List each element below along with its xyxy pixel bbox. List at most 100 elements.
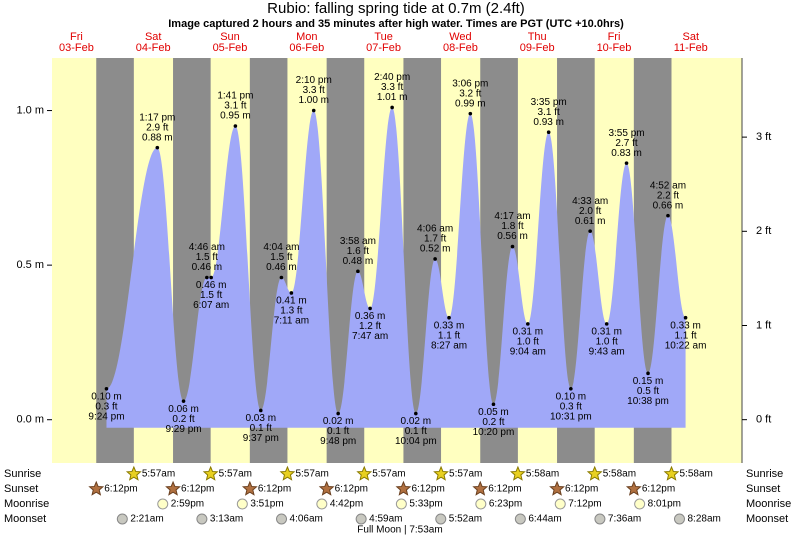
sunrise-icon bbox=[586, 465, 603, 481]
day-name: Sat bbox=[145, 31, 162, 43]
extreme-label: 2.0 ft bbox=[579, 206, 601, 217]
extreme-label: 0.93 m bbox=[533, 117, 564, 128]
event-time: 2:59pm bbox=[171, 499, 204, 510]
extreme-label: 3:55 pm bbox=[608, 128, 644, 139]
extreme-label: 9:24 pm bbox=[88, 411, 124, 422]
extreme-point bbox=[624, 161, 629, 165]
moonrise-icon bbox=[634, 498, 646, 510]
sunset-icon bbox=[625, 480, 642, 496]
day-date: 11-Feb bbox=[674, 42, 708, 54]
extreme-point bbox=[569, 387, 573, 391]
tide-layer bbox=[106, 107, 686, 428]
moonrise-icon bbox=[475, 498, 487, 510]
extreme-point bbox=[233, 124, 238, 128]
extreme-label: 1.5 ft bbox=[200, 290, 222, 301]
extreme-label: 0.02 m bbox=[323, 416, 354, 427]
extreme-label: 0.56 m bbox=[497, 231, 528, 242]
moonrise-icon bbox=[395, 498, 407, 510]
chart-title: Rubio: falling spring tide at 0.7m (2.4f… bbox=[267, 0, 525, 17]
extreme-label: 3.3 ft bbox=[303, 85, 325, 96]
day-name: Mon bbox=[296, 31, 317, 43]
extreme-label: 4:04 am bbox=[263, 242, 299, 253]
y-tick-label: 1.0 m bbox=[16, 104, 44, 116]
event-time: 6:44am bbox=[528, 514, 561, 525]
extreme-label: 0.31 m bbox=[513, 327, 544, 338]
sunrise-icon bbox=[279, 465, 296, 481]
day-name: Sun bbox=[220, 31, 240, 43]
extreme-point bbox=[356, 269, 360, 274]
extreme-label: 0.05 m bbox=[478, 407, 509, 418]
extreme-point bbox=[433, 257, 437, 261]
sunrise-icon bbox=[663, 465, 680, 481]
extreme-point bbox=[604, 322, 609, 326]
extreme-label: 2.7 ft bbox=[615, 138, 637, 149]
moonset-icon bbox=[276, 513, 288, 525]
day-name: Sat bbox=[683, 31, 700, 43]
event-time: 3:51pm bbox=[250, 499, 283, 510]
row-label: Sunrise bbox=[4, 468, 41, 480]
extreme-label: 3:58 am bbox=[340, 236, 376, 247]
extreme-label: 0.48 m bbox=[343, 256, 374, 267]
day-date: 06-Feb bbox=[289, 42, 324, 54]
extreme-label: 3.2 ft bbox=[459, 88, 481, 99]
extreme-label: 0.66 m bbox=[653, 200, 684, 211]
extreme-label: 0.36 m bbox=[355, 311, 386, 322]
extreme-label: 0.3 ft bbox=[560, 401, 582, 412]
moonset-icon bbox=[196, 513, 208, 525]
sunset-icon bbox=[472, 480, 489, 496]
extreme-label: 4:06 am bbox=[417, 224, 453, 235]
extreme-point bbox=[546, 130, 551, 134]
y-tick-label: 0.5 m bbox=[16, 259, 44, 271]
extreme-label: 0.3 ft bbox=[95, 401, 117, 412]
row-label: Sunset bbox=[746, 483, 780, 495]
row-label: Moonset bbox=[4, 513, 46, 525]
day-name: Fri bbox=[608, 31, 621, 43]
day-name: Wed bbox=[449, 31, 471, 43]
extreme-label: 0.61 m bbox=[575, 216, 606, 227]
extreme-label: 9:43 am bbox=[589, 347, 625, 358]
extreme-label: 9:48 pm bbox=[320, 436, 356, 447]
day-date: 03-Feb bbox=[59, 42, 94, 54]
extreme-label: 0.2 ft bbox=[172, 414, 194, 425]
extreme-point bbox=[205, 275, 209, 280]
extreme-point bbox=[279, 275, 284, 280]
extreme-point bbox=[209, 275, 213, 280]
day-date: 07-Feb bbox=[366, 42, 401, 54]
event-time: 5:58am bbox=[603, 469, 636, 480]
sunrise-icon bbox=[202, 465, 219, 481]
event-time: 5:58am bbox=[526, 469, 559, 480]
extreme-label: 9:29 pm bbox=[165, 424, 201, 435]
extreme-label: 2.9 ft bbox=[146, 122, 168, 133]
extreme-label: 0.52 m bbox=[420, 244, 451, 255]
extreme-point bbox=[683, 315, 688, 320]
extreme-label: 1:41 pm bbox=[217, 91, 253, 102]
y2-tick-label: 3 ft bbox=[756, 131, 771, 143]
event-time: 6:23pm bbox=[489, 499, 522, 510]
event-time: 4:59am bbox=[369, 514, 402, 525]
extreme-point bbox=[368, 306, 372, 311]
moonrise-icon bbox=[554, 498, 566, 510]
extreme-label: 1.6 ft bbox=[347, 246, 369, 257]
extreme-label: 1.01 m bbox=[377, 92, 408, 103]
sunset-icon bbox=[395, 480, 412, 496]
extreme-label: 7:47 am bbox=[352, 331, 388, 342]
full-moon: Full Moon | 7:53am bbox=[357, 525, 442, 536]
event-time: 6:12pm bbox=[642, 484, 675, 495]
extreme-label: 1.1 ft bbox=[438, 330, 460, 341]
event-time: 5:58am bbox=[679, 469, 712, 480]
extreme-label: 0.10 m bbox=[556, 391, 587, 402]
sunset-icon bbox=[165, 480, 181, 496]
row-label: Sunrise bbox=[746, 468, 783, 480]
extreme-label: 9:37 pm bbox=[243, 433, 279, 444]
extreme-label: 2.2 ft bbox=[657, 190, 679, 201]
moonrise-icon bbox=[157, 498, 169, 510]
y-tick-label: 0.0 m bbox=[16, 414, 44, 426]
event-time: 8:01pm bbox=[648, 499, 681, 510]
event-time: 6:12pm bbox=[258, 484, 291, 495]
extreme-point bbox=[491, 402, 496, 407]
extreme-label: 10:04 pm bbox=[395, 436, 437, 447]
event-time: 6:12pm bbox=[488, 484, 521, 495]
extreme-point bbox=[447, 315, 451, 320]
extreme-label: 1.0 ft bbox=[596, 337, 618, 348]
extreme-label: 8:27 am bbox=[431, 340, 467, 351]
